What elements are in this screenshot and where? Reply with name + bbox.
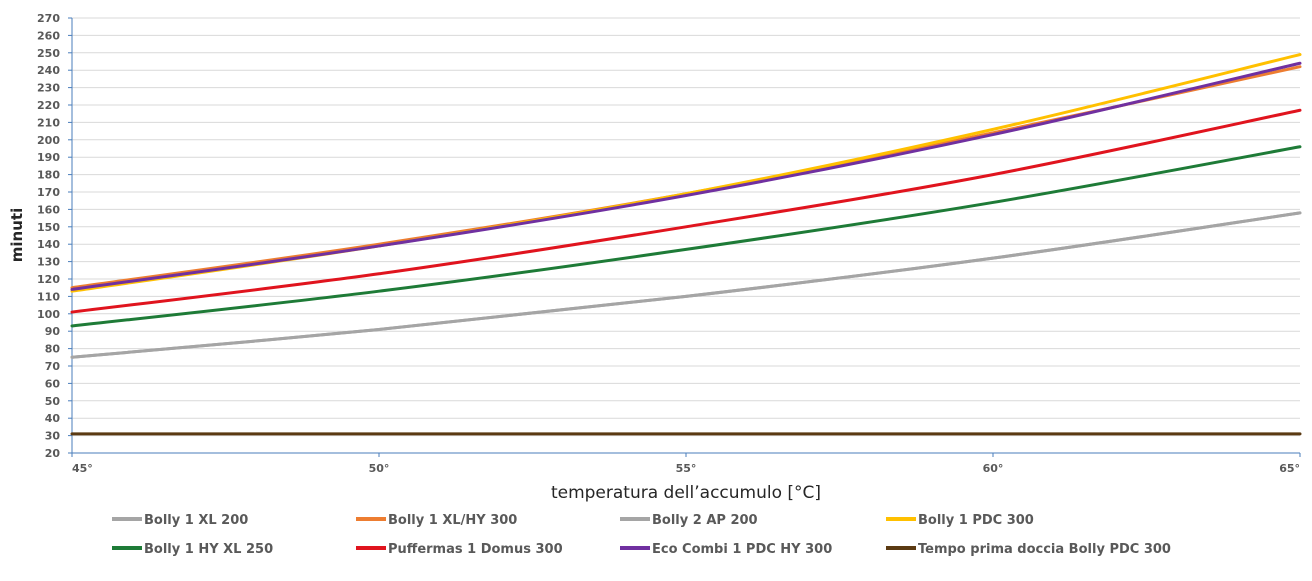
series-line-4 bbox=[70, 53, 1302, 293]
y-tick-label: 140 bbox=[37, 238, 60, 251]
grid-lines bbox=[68, 17, 1300, 454]
y-tick-label: 90 bbox=[45, 325, 61, 338]
y-tick-label: 120 bbox=[37, 273, 60, 286]
legend-label: Bolly 1 XL 200 bbox=[144, 513, 248, 528]
y-tick-label: 170 bbox=[37, 186, 60, 199]
x-axis-title: temperatura dell’accumulo [°C] bbox=[551, 483, 821, 503]
y-tick-label: 30 bbox=[45, 430, 61, 443]
legend-label: Bolly 1 XL/HY 300 bbox=[388, 513, 517, 528]
y-tick-labels: 20 30 40 50 60 70 80 90 100 110 120 130 140 150 160 170… bbox=[37, 12, 60, 460]
y-tick-label: 180 bbox=[37, 169, 60, 182]
y-tick-label: 210 bbox=[37, 116, 60, 129]
axes bbox=[71, 18, 1300, 454]
series-line-6 bbox=[70, 108, 1302, 314]
y-tick-label: 40 bbox=[45, 412, 61, 425]
y-tick-label: 70 bbox=[45, 360, 61, 373]
y-tick-label: 130 bbox=[37, 256, 60, 269]
y-tick-label: 270 bbox=[37, 12, 60, 25]
y-tick-label: 80 bbox=[45, 343, 61, 356]
legend-label: Puffermas 1 Domus 300 bbox=[388, 542, 563, 557]
y-tick-label: 60 bbox=[45, 377, 61, 390]
y-tick-label: 20 bbox=[45, 447, 61, 460]
y-tick-label: 250 bbox=[37, 47, 60, 60]
y-tick-label: 110 bbox=[37, 290, 60, 303]
legend-label: Eco Combi 1 PDC HY 300 bbox=[652, 542, 832, 557]
series-line-3 bbox=[70, 211, 1302, 359]
series-lines bbox=[70, 53, 1302, 436]
legend-label: Bolly 1 PDC 300 bbox=[918, 513, 1034, 528]
y-tick-label: 260 bbox=[37, 29, 60, 42]
legend-label: Bolly 2 AP 200 bbox=[652, 513, 758, 528]
y-tick-label: 220 bbox=[37, 99, 60, 112]
y-tick-label: 160 bbox=[37, 203, 60, 216]
y-axis-title: minuti bbox=[8, 208, 26, 262]
x-tick-label: 50° bbox=[369, 462, 390, 475]
series-line-1 bbox=[70, 211, 1302, 359]
y-tick-label: 200 bbox=[37, 134, 60, 147]
y-tick-label: 100 bbox=[37, 308, 60, 321]
legend-label: Tempo prima doccia Bolly PDC 300 bbox=[918, 542, 1171, 557]
x-tick-label: 60° bbox=[983, 462, 1004, 475]
y-tick-label: 190 bbox=[37, 151, 60, 164]
y-tick-label: 50 bbox=[45, 395, 61, 408]
y-tick-label: 240 bbox=[37, 64, 60, 77]
y-tick-label: 150 bbox=[37, 221, 60, 234]
x-tick-label: 55° bbox=[676, 462, 697, 475]
x-tick-label: 45° bbox=[72, 462, 93, 475]
legend-label: Bolly 1 HY XL 250 bbox=[144, 542, 273, 557]
series-line-7 bbox=[70, 61, 1302, 291]
series-line-5 bbox=[70, 145, 1302, 328]
legend: Bolly 1 XL 200 Bolly 1 XL/HY 300 Bolly 2 A… bbox=[112, 513, 1171, 557]
x-tick-label: 65° bbox=[1279, 462, 1300, 475]
x-tick-labels: 45° 50° 55° 60° 65° bbox=[71, 453, 1301, 475]
y-tick-label: 230 bbox=[37, 82, 60, 95]
